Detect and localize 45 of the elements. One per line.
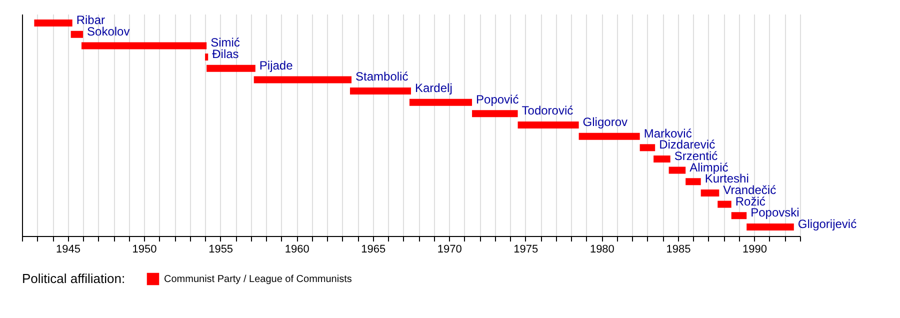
- x-tick-label: 1950: [132, 244, 157, 256]
- bar: [70, 30, 84, 38]
- bar: [700, 189, 720, 196]
- y-tick-label: Vrandečić: [723, 182, 776, 197]
- bar: [81, 42, 207, 50]
- x-tick-label: 1985: [666, 244, 691, 256]
- y-tick-label: Đilas: [212, 47, 239, 62]
- bar: [746, 223, 794, 230]
- x-tick-label: 1970: [437, 244, 462, 256]
- bar: [686, 178, 701, 186]
- bar: [668, 166, 686, 174]
- y-tick-label: Gligorov: [582, 115, 628, 129]
- x-tick-label: 1980: [590, 244, 614, 256]
- x-tick-label: 1960: [284, 244, 310, 256]
- x-tick-label: 1955: [208, 244, 234, 256]
- x-tick-label: 1965: [361, 244, 386, 256]
- bar: [718, 200, 732, 208]
- y-tick-label: Marković: [644, 126, 692, 140]
- bar: [518, 122, 579, 128]
- bar: [578, 132, 640, 140]
- bar: [472, 110, 518, 118]
- legend-title: Political affiliation:: [22, 271, 126, 286]
- y-tick-label: Simić: [210, 36, 240, 50]
- y-tick-label: Alimpić: [690, 160, 728, 174]
- y-tick-label: Stambolić: [356, 70, 408, 84]
- y-tick-label: Kardelj: [415, 81, 452, 96]
- y-tick-label: Pijade: [259, 58, 294, 72]
- x-tick-label: 1990: [742, 244, 767, 256]
- bar: [409, 98, 472, 106]
- bar: [654, 155, 670, 162]
- bar: [254, 76, 352, 84]
- y-tick-label: Rožić: [735, 194, 766, 208]
- bar: [34, 20, 72, 27]
- y-tick-label: Todorović: [522, 104, 574, 118]
- bar: [640, 144, 656, 152]
- y-tick-label: Popovski: [750, 206, 800, 220]
- x-tick-label: 1945: [56, 244, 81, 256]
- legend-label: Communist Party / League of Communists: [164, 274, 352, 285]
- bar: [205, 54, 208, 61]
- bar: [350, 88, 411, 95]
- y-tick-label: Popović: [476, 92, 519, 106]
- bar: [206, 64, 256, 72]
- y-tick-label: Gligorijević: [798, 216, 857, 231]
- bar: [731, 212, 747, 220]
- x-tick-label: 1975: [514, 244, 538, 256]
